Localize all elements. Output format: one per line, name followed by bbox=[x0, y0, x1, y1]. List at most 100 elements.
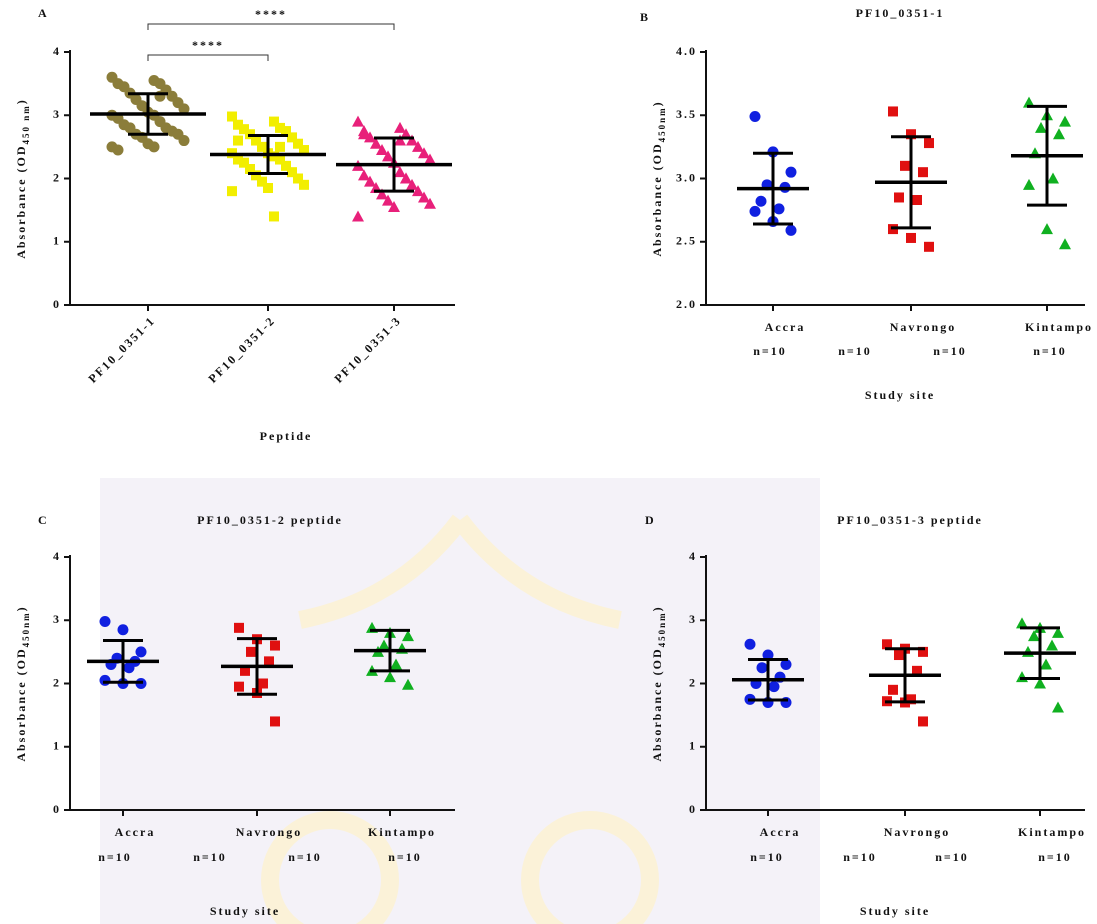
data-point bbox=[906, 233, 916, 243]
data-point bbox=[786, 167, 797, 178]
y-axis-label: Absorbance (OD450nm) bbox=[650, 100, 667, 256]
data-point bbox=[394, 122, 406, 133]
data-point bbox=[750, 206, 761, 217]
data-point bbox=[757, 662, 768, 673]
data-point bbox=[352, 210, 364, 221]
data-point bbox=[1040, 659, 1052, 670]
data-point bbox=[275, 142, 285, 152]
data-point bbox=[1022, 646, 1034, 657]
panel-title: PF10_0351-3 peptide bbox=[837, 513, 983, 527]
data-point bbox=[246, 647, 256, 657]
y-axis-label-part: 450nm bbox=[657, 106, 667, 142]
data-point bbox=[1059, 238, 1071, 249]
data-point bbox=[745, 639, 756, 650]
data-point bbox=[179, 135, 190, 146]
y-axis-label: Absorbance (OD450nm) bbox=[14, 605, 31, 761]
n-label: n=10 bbox=[933, 344, 967, 358]
data-point bbox=[750, 111, 761, 122]
data-point bbox=[769, 681, 780, 692]
y-tick-label: 0 bbox=[689, 802, 697, 816]
x-tick-label: Navrongo bbox=[890, 320, 956, 334]
y-tick-label: 0 bbox=[53, 802, 61, 816]
data-point bbox=[1041, 223, 1053, 234]
n-label: n=10 bbox=[388, 850, 422, 864]
significance-label: **** bbox=[192, 38, 224, 52]
n-label: n=10 bbox=[935, 850, 969, 864]
data-point bbox=[900, 161, 910, 171]
n-label: n=10 bbox=[753, 344, 787, 358]
y-tick-label: 2 bbox=[53, 675, 61, 689]
data-point bbox=[756, 196, 767, 207]
panel-title: PF10_0351-2 peptide bbox=[197, 513, 343, 527]
x-tick-label: Kintampo bbox=[1018, 825, 1086, 839]
data-point bbox=[270, 641, 280, 651]
y-tick-label: 4 bbox=[689, 549, 697, 563]
n-label: n=10 bbox=[838, 344, 872, 358]
y-tick-label: 3 bbox=[689, 612, 697, 626]
y-tick-label: 1 bbox=[53, 234, 61, 248]
y-tick-label: 3.0 bbox=[676, 170, 697, 184]
y-axis-label-part: ) bbox=[14, 605, 28, 611]
panel-label: C bbox=[38, 513, 49, 527]
significance-bracket bbox=[148, 24, 394, 30]
x-tick-label: Navrongo bbox=[884, 825, 950, 839]
data-point bbox=[136, 646, 147, 657]
data-point bbox=[1035, 122, 1047, 133]
y-axis-label-part: ) bbox=[14, 98, 28, 104]
data-point bbox=[263, 183, 273, 193]
x-tick-label: PF10_0351-2 bbox=[205, 313, 278, 386]
y-axis-label-part: 450nm bbox=[21, 611, 31, 647]
data-point bbox=[118, 624, 129, 635]
data-point bbox=[149, 141, 160, 152]
y-tick-label: 2 bbox=[689, 675, 697, 689]
x-axis-label: Study site bbox=[865, 388, 935, 402]
y-tick-label: 4.0 bbox=[676, 44, 697, 58]
data-point bbox=[394, 166, 406, 177]
y-axis-label-part: Absorbance (OD bbox=[650, 142, 664, 256]
x-axis-label: Study site bbox=[210, 904, 280, 918]
data-point bbox=[270, 716, 280, 726]
x-tick-label: Navrongo bbox=[236, 825, 302, 839]
data-point bbox=[924, 138, 934, 148]
panel-title: PF10_0351-1 bbox=[856, 6, 945, 20]
data-point bbox=[100, 616, 111, 627]
significance-label: **** bbox=[255, 7, 287, 21]
y-axis-label-part: ) bbox=[650, 100, 664, 106]
data-point bbox=[918, 716, 928, 726]
data-point bbox=[100, 675, 111, 686]
y-tick-label: 4 bbox=[53, 549, 61, 563]
data-point bbox=[1047, 173, 1059, 184]
x-axis-label: Study site bbox=[860, 904, 930, 918]
data-point bbox=[258, 679, 268, 689]
data-point bbox=[894, 192, 904, 202]
data-point bbox=[1059, 116, 1071, 127]
y-tick-label: 2 bbox=[53, 170, 61, 184]
y-tick-label: 2.0 bbox=[676, 297, 697, 311]
y-tick-label: 0 bbox=[53, 297, 61, 311]
significance-bracket bbox=[148, 55, 268, 61]
y-axis-label-part: Absorbance (OD bbox=[14, 647, 28, 761]
n-label: n=10 bbox=[288, 850, 322, 864]
panel-label: D bbox=[645, 513, 656, 527]
data-point bbox=[269, 211, 279, 221]
data-point bbox=[234, 682, 244, 692]
x-tick-label: Accra bbox=[760, 825, 801, 839]
data-point bbox=[1052, 702, 1064, 713]
figure: A01234Absorbance (OD450 nm)PeptidePF10_0… bbox=[0, 0, 1097, 924]
x-tick-label: Accra bbox=[765, 320, 806, 334]
x-tick-label: Kintampo bbox=[1025, 320, 1093, 334]
data-point bbox=[1016, 671, 1028, 682]
data-point bbox=[786, 225, 797, 236]
data-point bbox=[234, 623, 244, 633]
y-axis-label: Absorbance (OD450 nm) bbox=[14, 98, 31, 259]
data-point bbox=[888, 106, 898, 116]
y-axis-label-part: Absorbance (OD bbox=[650, 647, 664, 761]
y-axis-label-part: ) bbox=[650, 605, 664, 611]
data-point bbox=[113, 145, 124, 156]
data-point bbox=[299, 180, 309, 190]
data-point bbox=[1046, 640, 1058, 651]
y-axis-label-part: 450nm bbox=[657, 611, 667, 647]
panel-label: A bbox=[38, 6, 49, 20]
y-tick-label: 4 bbox=[53, 44, 61, 58]
n-label: n=10 bbox=[1033, 344, 1067, 358]
